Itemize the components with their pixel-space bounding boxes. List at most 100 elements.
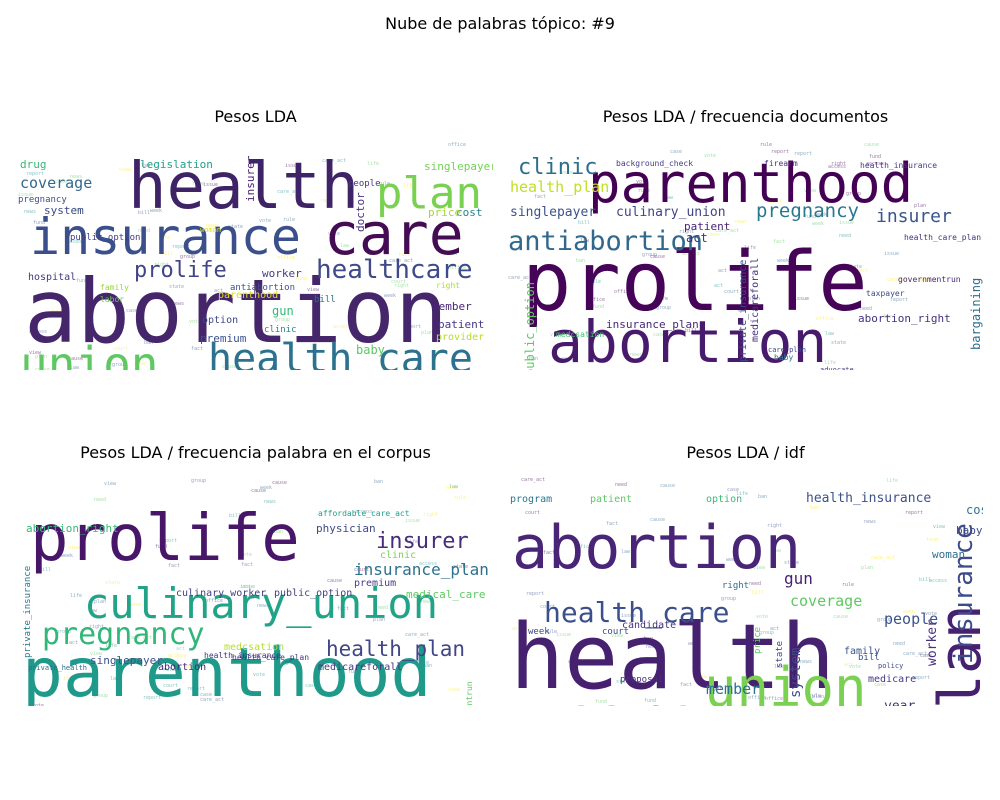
wordcloud-word-prolife: prolife: [522, 235, 868, 330]
wordcloud-filler-word: bill: [229, 513, 241, 519]
wordcloud-filler-word: right: [394, 283, 409, 289]
panel-title: Pesos LDA / frecuencia documentos: [602, 107, 889, 126]
wordcloud-word-prolife: prolife: [134, 258, 227, 283]
wordcloud-filler-word: rule: [842, 582, 854, 588]
wordcloud-filler-word: cause: [35, 367, 50, 370]
wordcloud-word-health-care: health_care: [208, 336, 473, 370]
wordcloud-filler-word: act: [714, 283, 723, 289]
wordcloud-filler-word: office: [748, 695, 766, 701]
wordcloud-word-public-option: public_option: [274, 588, 352, 599]
wordcloud-word-woman: woman: [932, 548, 965, 561]
wordcloud-filler-word: week: [130, 602, 142, 608]
word-cloud: act fact group view rule law week life issue news…: [18, 132, 493, 370]
word-cloud-svg: act fact group view rule law week life issue news…: [510, 477, 983, 706]
wordcloud-word-antiabortion: antiabortion: [230, 283, 295, 293]
wordcloud-filler-word: group: [93, 693, 108, 699]
wordcloud-filler-word: access: [866, 161, 884, 167]
wordcloud-filler-word: need: [749, 581, 761, 587]
wordcloud-filler-word: life: [70, 593, 82, 599]
wordcloud-filler-word: access: [355, 509, 373, 515]
wordcloud-filler-word: week: [445, 251, 457, 257]
wordcloud-filler-word: court: [724, 289, 739, 295]
wordcloud-word-medicareforall: medicareforall: [750, 258, 761, 342]
wordcloud-filler-word: care_act: [715, 228, 739, 234]
wordcloud-word-pregnancy: pregnancy: [756, 200, 859, 222]
wordcloud-filler-word: fund: [33, 220, 45, 226]
wordcloud-filler-word: view: [29, 350, 42, 356]
wordcloud-word-singlepayer: singlepayer: [90, 654, 163, 667]
wordcloud-filler-word: state: [616, 679, 631, 685]
wordcloud-filler-word: report: [890, 297, 908, 303]
wordcloud-filler-word: office: [614, 289, 632, 295]
wordcloud-word-governmentrun: governmentrun: [898, 275, 961, 284]
wordcloud-filler-word: life: [656, 296, 668, 302]
wordcloud-filler-word: group: [656, 305, 671, 311]
wordcloud-filler-word: right: [831, 161, 846, 167]
wordcloud-filler-word: cause: [272, 480, 287, 486]
wordcloud-filler-word: right: [707, 686, 722, 692]
wordcloud-filler-word: news: [630, 352, 642, 358]
wordcloud-word-baby: baby: [356, 343, 385, 357]
wordcloud-word-insurer: insurer: [244, 155, 257, 202]
wordcloud-filler-word: state: [784, 560, 799, 566]
word-cloud-svg: act fact group view rule law week life issue news…: [18, 142, 493, 370]
wordcloud-word-health-care: health_care: [544, 596, 729, 630]
wordcloud-filler-word: bill: [752, 590, 764, 596]
wordcloud-filler-word: office: [411, 660, 429, 666]
wordcloud-filler-word: need: [839, 233, 851, 239]
figure-title: Nube de palabras tópico: #9: [385, 14, 615, 33]
wordcloud-word-bill: bill: [314, 295, 336, 305]
wordcloud-filler-word: court: [540, 604, 555, 610]
wordcloud-filler-word: issue: [884, 251, 899, 257]
wordcloud-filler-word: care_act: [903, 651, 927, 657]
wordcloud-filler-word: law: [88, 608, 98, 614]
wordcloud-filler-word: rule: [283, 217, 295, 223]
wordcloud-filler-word: vote: [259, 218, 271, 224]
wordcloud-filler-word: issue: [285, 163, 300, 169]
wordcloud-filler-word: fact: [398, 252, 410, 258]
wordcloud-filler-word: fund: [155, 544, 167, 550]
wordcloud-word-parenthood: parenthood: [22, 634, 431, 706]
wordcloud-filler-word: group: [642, 252, 657, 258]
wordcloud-filler-word: group: [112, 362, 127, 368]
wordcloud-word-antiabortion: antiabortion: [508, 226, 703, 257]
wordcloud-word-candidate: candidate: [622, 620, 676, 631]
wordcloud-word-clinic: clinic: [264, 325, 297, 335]
wordcloud-word-patient: patient: [590, 494, 632, 505]
wordcloud-filler-word: access: [168, 653, 186, 659]
wordcloud-filler-word: life: [105, 643, 117, 649]
wordcloud-filler-word: ban: [644, 636, 653, 642]
wordcloud-filler-word: issue: [794, 296, 809, 302]
wordcloud-filler-word: life: [406, 539, 418, 545]
wordcloud-filler-word: act: [242, 584, 251, 590]
wordcloud-word-governmentrun: governmentrun: [465, 681, 474, 706]
wordcloud-word-abortion: abortion: [548, 308, 827, 370]
wordcloud-filler-word: court: [163, 683, 178, 689]
wordcloud-filler-word: rule: [638, 188, 650, 194]
wordcloud-filler-word: office: [816, 316, 834, 322]
wordcloud-word-premium: premium: [200, 332, 247, 345]
wordcloud-word-taxpayer: taxpayer: [866, 289, 905, 298]
wordcloud-word-provider: provider: [436, 332, 484, 343]
wordcloud-filler-word: news: [800, 659, 812, 665]
wordcloud-word-option: option: [202, 315, 238, 326]
wordcloud-filler-word: plan: [94, 599, 106, 605]
wordcloud-filler-word: need: [206, 223, 218, 229]
wordcloud-word-court: court: [602, 627, 629, 637]
wordcloud-word-firearm: firearm: [764, 159, 798, 168]
wordcloud-filler-word: bill: [919, 577, 931, 583]
wordcloud-filler-word: ban: [274, 529, 283, 535]
wordcloud-filler-word: life: [695, 674, 707, 680]
wordcloud-filler-word: issue: [18, 192, 33, 198]
wordcloud-filler-word: case: [126, 308, 138, 314]
wordcloud-filler-word: fact: [534, 194, 546, 200]
wordcloud-filler-word: view: [753, 565, 766, 571]
wordcloud-filler-word: ban: [576, 258, 585, 264]
wordcloud-word-abortion-right: abortion_right: [26, 522, 119, 535]
wordcloud-filler-word: fact: [168, 563, 180, 569]
wordcloud-word-system: system: [788, 647, 804, 698]
wordcloud-word-medical-care: medical_care: [406, 588, 485, 601]
wordcloud-filler-word: access: [512, 626, 530, 632]
wordcloud-filler-word: report: [526, 591, 544, 597]
wordcloud-filler-word: fund: [926, 537, 938, 543]
